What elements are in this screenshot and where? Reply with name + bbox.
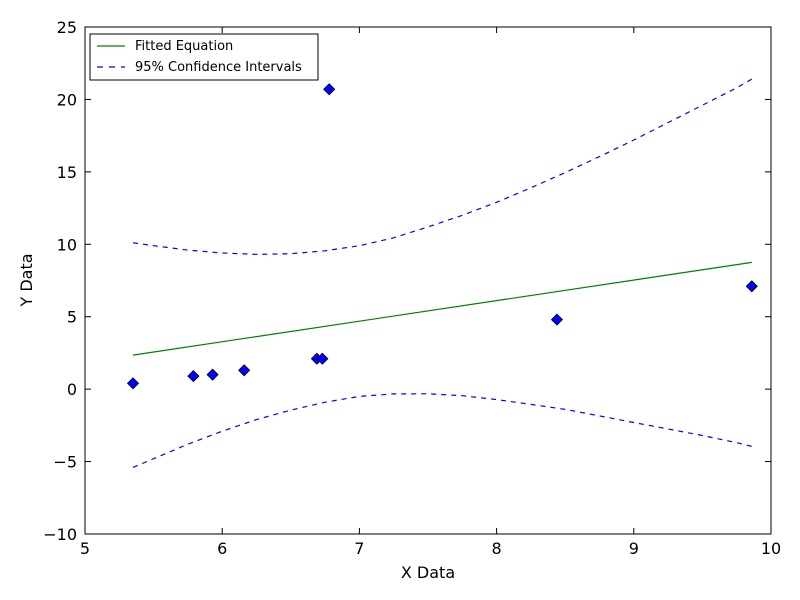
data-point [323,83,336,96]
fitted-equation-line [132,261,752,356]
y-tick-label: 10 [57,235,77,254]
legend-box [89,33,319,81]
x-tick-label: 5 [80,539,90,558]
data-point [745,280,758,293]
plot-frame [84,26,772,535]
x-axis-label: X Data [401,563,455,582]
y-tick-label: −10 [43,525,77,544]
data-point [187,370,200,383]
y-tick-label: −5 [53,453,77,472]
tick-layer: 5 6 7 8 9 10 −10 −5 0 5 10 15 20 25 [43,18,781,558]
x-tick-label: 7 [354,539,364,558]
legend: Fitted Equation 95% Confidence Intervals [89,33,319,81]
confidence-interval-upper-line [132,78,753,256]
data-point [316,352,329,365]
data-point [238,364,251,377]
x-tick-label: 9 [629,539,639,558]
data-point [126,377,140,390]
data-point [206,368,219,381]
y-axis-label: Y Data [17,253,36,307]
data-point [550,313,564,326]
legend-fitted-equation: Fitted Equation [135,39,233,54]
x-tick-label: 8 [492,539,502,558]
y-tick-label: 25 [57,18,77,37]
y-tick-label: 15 [57,163,77,182]
y-tick-label: 5 [67,308,77,327]
legend-confidence-intervals: 95% Confidence Intervals [135,60,302,75]
y-tick-label: 0 [67,380,77,399]
x-tick-label: 6 [217,539,227,558]
x-tick-label: 10 [761,539,781,558]
confidence-interval-lower-line [132,393,752,468]
plot-layer [126,78,758,468]
y-tick-label: 20 [57,90,77,109]
